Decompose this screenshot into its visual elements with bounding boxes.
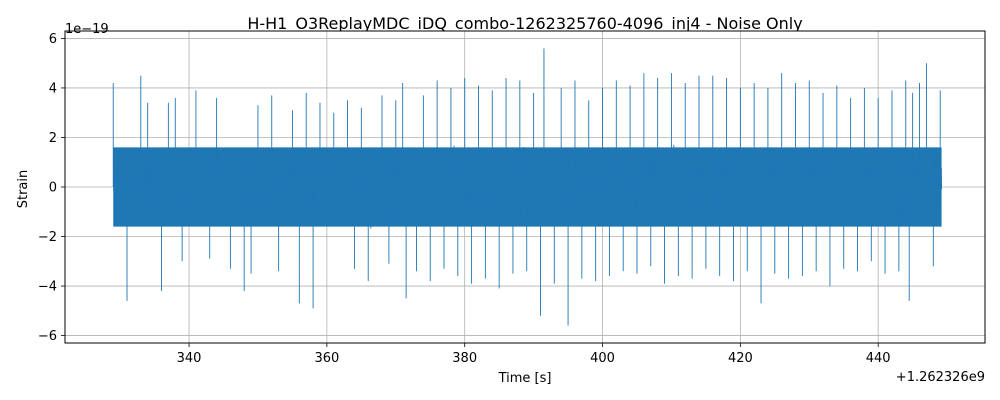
y-axis-scale-label: 1e−19 bbox=[65, 22, 109, 37]
strain-line bbox=[112, 48, 943, 326]
y-tick-label: −6 bbox=[38, 329, 57, 344]
x-axis: 340 360 380 400 420 440 bbox=[177, 343, 891, 366]
x-tick-label: 400 bbox=[590, 351, 615, 366]
chart-title: H-H1_O3ReplayMDC_iDQ_combo-1262325760-40… bbox=[247, 14, 802, 34]
x-tick-label: 420 bbox=[728, 351, 753, 366]
y-tick-label: 6 bbox=[49, 32, 57, 47]
y-axis: −6 −4 −2 0 2 4 6 bbox=[38, 32, 65, 344]
x-tick-label: 360 bbox=[314, 351, 339, 366]
y-axis-label: Strain bbox=[16, 170, 31, 209]
x-axis-label: Time [s] bbox=[498, 371, 552, 386]
x-tick-label: 440 bbox=[866, 351, 891, 366]
y-tick-label: 4 bbox=[49, 81, 57, 96]
y-tick-label: −2 bbox=[38, 230, 57, 245]
x-tick-label: 380 bbox=[452, 351, 477, 366]
y-tick-label: 2 bbox=[49, 131, 57, 146]
x-tick-label: 340 bbox=[177, 351, 202, 366]
plot-area bbox=[64, 30, 986, 344]
y-tick-label: −4 bbox=[38, 280, 57, 295]
y-tick-label: 0 bbox=[49, 181, 57, 196]
x-axis-offset-label: +1.262326e9 bbox=[896, 370, 985, 385]
signal-series bbox=[112, 48, 943, 326]
